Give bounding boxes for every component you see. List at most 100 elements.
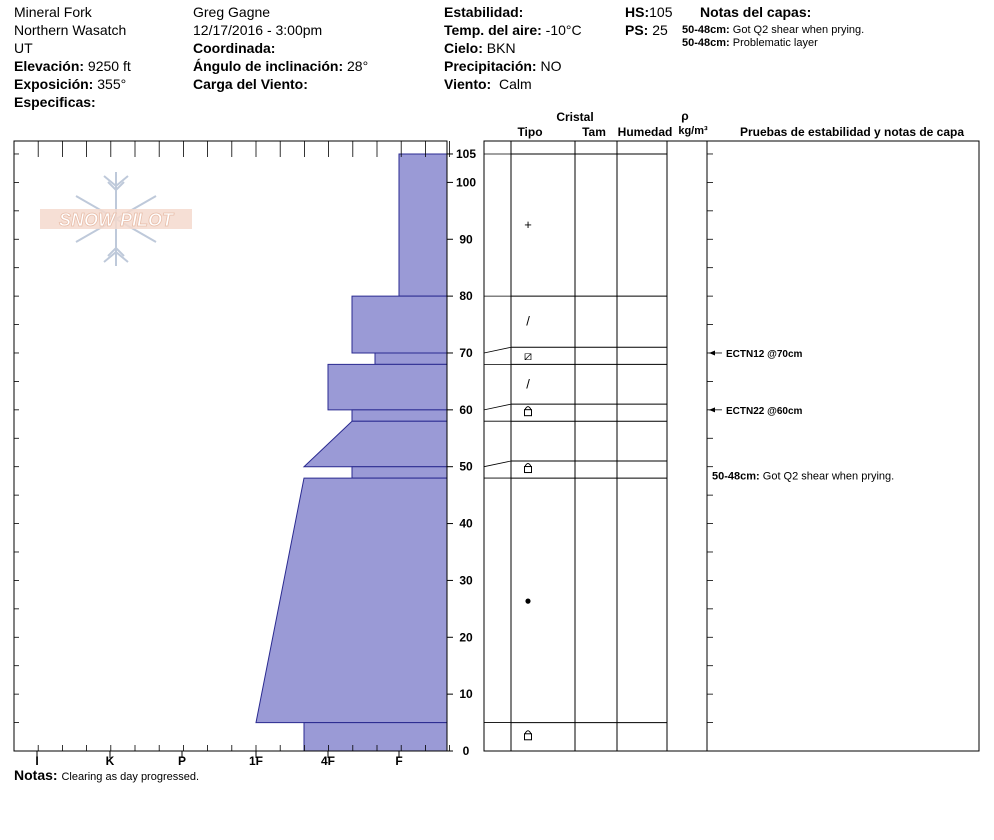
notes-label: Notas: [14, 767, 58, 783]
depth-tick-label-50: 50 [459, 460, 473, 474]
hardness-tick-label-K: K [106, 754, 115, 768]
specifics-label: Especificas: [14, 94, 96, 110]
layer-comment-0: 50-48cm: Got Q2 shear when prying. [712, 470, 894, 482]
air-temp-label: Temp. del aire: [444, 22, 542, 38]
sky: Cielo: BKN [444, 39, 516, 57]
hs-value: 105 [649, 4, 673, 20]
hardness-tick-label-F: F [395, 754, 402, 768]
depth-tick-label-100: 100 [456, 175, 476, 189]
hardness-layer-6 [351, 466, 448, 479]
test-label-1: ECTN22 @60cm [726, 406, 803, 417]
hardness-ticks: I K P 1F 4F F [13, 141, 451, 768]
layer-note-1: 50-48cm: Got Q2 shear when prying. [682, 24, 864, 37]
aspect-value: 355° [97, 76, 127, 92]
hardness-layer-3 [327, 363, 448, 411]
range: Northern Wasatch [14, 22, 127, 38]
ps-label: PS: [625, 22, 649, 38]
crystal-type-1: / [526, 314, 530, 329]
notes-text: Clearing as day progressed. [61, 771, 200, 783]
hardness-tick-label-P: P [178, 754, 186, 768]
strat-rows: + / ⧄ / ● [483, 153, 667, 741]
strat-table-frame [483, 140, 980, 752]
col-header-tipo: Tipo [517, 125, 542, 139]
col-header-tam: Tam [582, 125, 606, 139]
hardness-layer-2 [374, 352, 448, 365]
slope-value: 28° [347, 58, 369, 74]
layer-note-2-text: Problematic layer [732, 37, 818, 49]
hardness-layer-4 [351, 409, 448, 422]
ps: PS: 25 [625, 21, 668, 39]
ps-value: 25 [652, 22, 668, 38]
sky-label: Cielo: [444, 40, 483, 56]
test-arrowhead-1 [709, 407, 715, 413]
elevation: Elevación: 9250 ft [14, 57, 131, 75]
precipitation: Precipitación: NO [444, 57, 561, 75]
crystal-type-0: + [524, 217, 532, 232]
test-arrowhead-0 [709, 350, 715, 356]
stability: Estabilidad: [444, 3, 523, 21]
depth-tick-label-90: 90 [459, 232, 473, 246]
layer-notes-label: Notas del capas: [700, 4, 812, 20]
row-connector-2 [483, 346, 512, 354]
layer-note-2: 50-48cm: Problematic layer [682, 37, 818, 50]
row-connector-4 [483, 403, 512, 411]
depth-tick-label-105: 105 [456, 147, 476, 161]
slope: Ángulo de inclinación: 28° [193, 57, 368, 75]
crystal-type-3: / [526, 376, 530, 391]
wind-load-label: Carga del Viento: [193, 76, 308, 92]
layer-note-1-range: 50-48cm: [682, 24, 730, 36]
hardness-layer-1 [351, 295, 448, 354]
specifics: Especificas: [14, 93, 96, 111]
hardness-layers [255, 153, 448, 752]
col-header-density-unit: kg/m³ [678, 125, 708, 137]
wind-value: Calm [498, 76, 532, 92]
col-header-rho: ρ [681, 109, 688, 123]
depth-tick-label-20: 20 [459, 630, 473, 644]
hardness-tick-label-1F: 1F [249, 754, 263, 768]
datetime: 12/17/2016 - 3:00pm [193, 22, 323, 38]
hs-label: HS: [625, 4, 650, 20]
precip-value: NO [540, 58, 562, 74]
depth-tick-label-10: 10 [459, 687, 473, 701]
wind: Viento: Calm [444, 75, 532, 93]
coord-label: Coordinada: [193, 40, 276, 56]
hardness-plot-frame [13, 140, 448, 752]
elevation-label: Elevación: [14, 58, 85, 74]
test-label-0: ECTN12 @70cm [726, 349, 803, 360]
row-connector-6 [483, 460, 512, 468]
crystal-facet-icon [524, 730, 532, 741]
crystal-facet-icon [524, 463, 532, 474]
layer-notes-title: Notas del capas: [700, 3, 811, 21]
stability-label: Estabilidad: [444, 4, 524, 20]
crystal-type-7: ● [524, 593, 531, 607]
wind-label: Viento: [444, 76, 492, 92]
wind-load: Carga del Viento: [193, 75, 308, 93]
coordinates: Coordinada: [193, 39, 275, 57]
snowpilot-logo: SNOW PILOT [40, 172, 192, 266]
observer: Greg Gagne [193, 4, 271, 20]
depth-tick-label-80: 80 [459, 289, 473, 303]
depth-tick-label-60: 60 [459, 403, 473, 417]
aspect: Exposición: 355° [14, 75, 126, 93]
state: UT [14, 40, 33, 56]
hs: HS:105 [625, 3, 672, 21]
depth-tick-label-70: 70 [459, 346, 473, 360]
hardness-layer-0 [398, 153, 448, 297]
location: Mineral Fork [14, 4, 92, 20]
precip-label: Precipitación: [444, 58, 537, 74]
elevation-value: 9250 ft [87, 58, 131, 74]
air-temp-value: -10°C [545, 22, 582, 38]
layer-note-1-text: Got Q2 shear when prying. [732, 24, 865, 36]
hardness-tick-label-4F: 4F [321, 754, 335, 768]
crystal-facet-icon [524, 406, 532, 417]
hardness-tick-label-I: I [35, 754, 38, 768]
test-marks: ECTN12 @70cm ECTN22 @60cm 50-48cm: Got Q2 … [709, 349, 894, 482]
air-temp: Temp. del aire: -10°C [444, 21, 582, 39]
crystal-type-2: ⧄ [524, 348, 532, 363]
aspect-label: Exposición: [14, 76, 94, 92]
depth-axis: 0 10 20 30 40 50 60 70 80 90 100 105 [447, 147, 713, 758]
depth-tick-label-30: 30 [459, 573, 473, 587]
col-header-humedad: Humedad [618, 125, 673, 139]
depth-tick-label-40: 40 [459, 517, 473, 531]
